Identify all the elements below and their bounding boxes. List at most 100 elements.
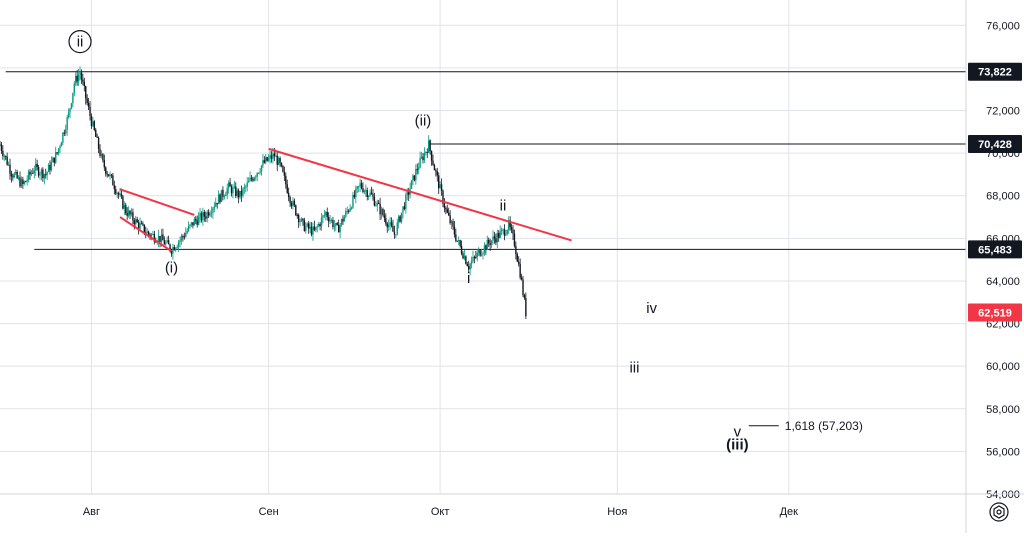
wave-label: i — [467, 270, 470, 287]
candle-body — [259, 171, 261, 173]
candle-body — [197, 216, 200, 225]
candle-body — [0, 144, 1, 146]
candle-body — [397, 216, 400, 223]
candle-body — [299, 221, 301, 223]
candle-body — [333, 225, 336, 227]
candle-body — [213, 206, 216, 209]
candle-body — [482, 252, 484, 255]
candle-body — [307, 223, 310, 229]
candle-body — [489, 243, 491, 246]
candle-body — [230, 186, 233, 194]
trendlines — [119, 147, 572, 252]
grid — [0, 0, 966, 495]
candle-body — [207, 212, 210, 216]
candle-body — [279, 158, 281, 163]
candle-body — [75, 75, 77, 84]
candle-body — [250, 177, 253, 180]
candle-body — [518, 261, 520, 264]
candle-body — [20, 179, 23, 187]
candle-body — [80, 72, 83, 80]
candle-body — [316, 226, 318, 228]
candle-body — [480, 254, 483, 256]
x-tick-label: Сен — [259, 506, 279, 518]
candle-body — [500, 229, 503, 232]
candle-body — [246, 182, 248, 187]
candle-body — [399, 216, 401, 222]
candle-body — [330, 220, 333, 222]
settings-gear-icon[interactable] — [989, 502, 1009, 522]
candle-body — [10, 173, 13, 177]
candle-body — [369, 192, 371, 196]
candle-body — [100, 154, 103, 156]
candle-body — [372, 194, 374, 197]
candle-body — [406, 191, 408, 195]
candle-body — [272, 153, 274, 159]
candle-body — [69, 108, 71, 113]
candle-body — [366, 190, 368, 197]
candle-body — [505, 233, 507, 236]
candle-body — [379, 203, 381, 215]
candle-body — [129, 210, 131, 215]
candle-body — [196, 220, 198, 225]
candle-body — [247, 180, 250, 183]
candle-body — [455, 234, 457, 241]
candle-body — [16, 171, 18, 179]
candle-body — [392, 226, 394, 232]
x-tick-label: Авг — [83, 506, 100, 518]
candle-body — [159, 235, 161, 242]
candle-body — [430, 150, 433, 161]
candle-body — [499, 231, 501, 238]
candle-body — [466, 263, 468, 267]
candle-body — [206, 212, 208, 219]
candle-body — [36, 163, 38, 168]
candle-body — [165, 242, 167, 245]
candle-body — [465, 256, 467, 264]
candle-body — [42, 169, 44, 179]
candle-body — [449, 215, 451, 224]
candle-body — [335, 223, 337, 226]
candle-body — [93, 121, 96, 130]
candle-body — [232, 187, 234, 194]
candle-body — [86, 98, 88, 104]
candle-body — [503, 229, 506, 236]
candle-body — [149, 234, 151, 237]
candle-body — [350, 207, 353, 209]
candle-body — [317, 224, 320, 227]
candle-body — [405, 194, 407, 210]
candle-body — [257, 172, 260, 174]
candle-body — [289, 196, 291, 203]
candle-body — [313, 226, 316, 231]
candle-body — [423, 152, 426, 161]
candle-body — [160, 234, 163, 242]
candle-body — [143, 224, 146, 233]
candle-body — [386, 223, 388, 228]
horizontal-levels — [5, 71, 966, 250]
candle-body — [147, 231, 150, 235]
candle-body — [153, 233, 156, 242]
candle-body — [442, 190, 444, 204]
trendline — [119, 188, 195, 216]
candle-body — [303, 220, 306, 231]
candle-body — [109, 174, 111, 177]
candle-body — [305, 226, 307, 231]
candle-body — [373, 196, 376, 206]
candle-body — [459, 240, 461, 246]
candle-body — [73, 83, 76, 93]
candle-body — [253, 177, 256, 181]
candle-body — [355, 188, 357, 198]
candle-body — [510, 227, 513, 230]
candle-body — [443, 203, 446, 208]
candle-body — [12, 176, 14, 178]
candle-body — [403, 206, 406, 210]
candle-body — [17, 177, 20, 179]
candle-body — [383, 215, 386, 219]
x-tick-label: Дек — [780, 506, 799, 518]
candle-body — [492, 236, 494, 241]
candle-body — [76, 75, 78, 82]
candle-body — [395, 234, 397, 236]
candle-body — [440, 184, 443, 191]
candle-body — [359, 183, 361, 187]
candle-body — [357, 186, 360, 188]
